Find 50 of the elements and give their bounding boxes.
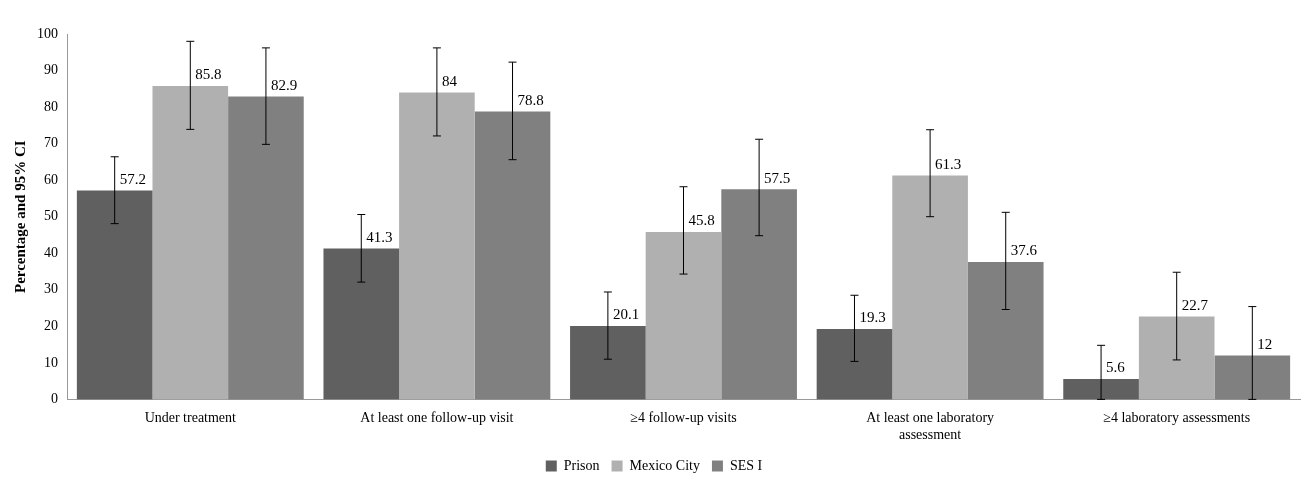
- data-label: 37.6: [1010, 242, 1038, 259]
- x-tick-label: At least one laboratory assessment: [866, 410, 995, 443]
- bar: [1214, 355, 1291, 400]
- bar: [892, 175, 968, 400]
- y-tick-label: 60: [44, 171, 58, 187]
- data-label: 57.5: [764, 169, 791, 186]
- bar: [76, 190, 153, 400]
- y-tick-label: 70: [44, 135, 58, 151]
- bar: [816, 328, 893, 400]
- x-tick-label: ≥4 follow-up visits: [630, 410, 737, 426]
- bar: [967, 262, 1044, 400]
- y-tick-label: 90: [44, 62, 58, 78]
- bar: [399, 92, 475, 400]
- bar: [474, 111, 551, 400]
- data-label: 20.1: [612, 306, 640, 323]
- data-label: 84: [441, 72, 458, 89]
- data-label: 78.8: [517, 91, 544, 108]
- bar: [645, 232, 722, 400]
- legend-label: Mexico City: [629, 457, 700, 473]
- bar: [1138, 316, 1215, 400]
- y-tick-label: 100: [37, 25, 58, 41]
- y-tick-label: 50: [44, 208, 58, 224]
- bar: [323, 248, 400, 400]
- data-label: 61.3: [935, 155, 962, 172]
- legend-label: Prison: [563, 457, 600, 473]
- x-tick-label: Under treatment: [144, 410, 237, 426]
- x-tick-label: ≥4 laboratory assessments: [1103, 410, 1251, 426]
- y-tick-label: 20: [44, 317, 58, 333]
- bar: [228, 96, 304, 400]
- legend-label: SES I: [729, 457, 763, 473]
- data-label: 85.8: [195, 66, 222, 83]
- x-tick-label: At least one follow-up visit: [360, 410, 514, 426]
- y-tick-label: 40: [44, 244, 58, 260]
- y-tick-label: 10: [44, 354, 58, 370]
- bar: [721, 189, 797, 400]
- data-label: 45.8: [688, 212, 715, 229]
- y-tick-label: 80: [44, 98, 58, 114]
- bar: [570, 325, 646, 400]
- data-label: 5.6: [1106, 359, 1126, 376]
- data-label: 82.9: [270, 76, 298, 93]
- bar: [152, 85, 229, 400]
- y-tick-label: 30: [44, 281, 58, 297]
- data-label: 41.3: [366, 228, 393, 245]
- bar: [1063, 378, 1139, 400]
- data-label: 19.3: [859, 309, 886, 326]
- data-label: 12: [1257, 335, 1273, 352]
- y-tick-label: 0: [51, 391, 58, 407]
- data-label: 22.7: [1181, 296, 1209, 313]
- y-axis-title: Percentage and 95% CI: [11, 140, 28, 294]
- data-label: 57.2: [119, 170, 146, 187]
